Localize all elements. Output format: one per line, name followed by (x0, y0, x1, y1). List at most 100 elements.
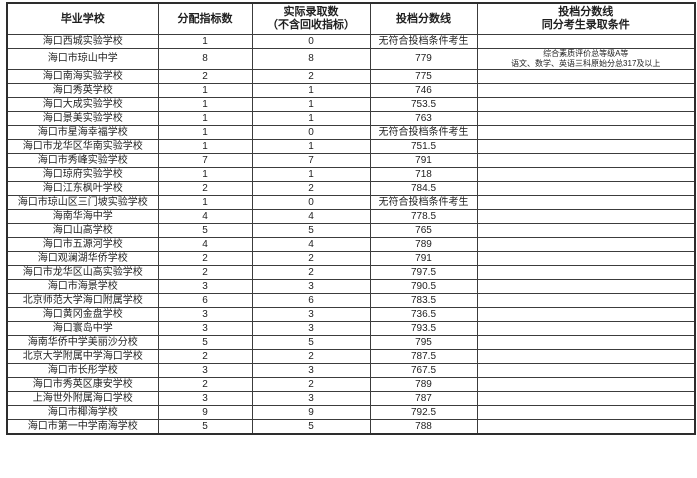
score-cell: 791 (369, 153, 478, 168)
school-cell: 海南华侨中学美丽沙分校 (6, 335, 159, 350)
school-cell: 海口琼府实验学校 (6, 167, 159, 182)
quota-cell: 2 (157, 349, 253, 364)
table-row: 海口山高学校 5 5 765 (6, 223, 696, 238)
actual-cell: 4 (251, 237, 371, 252)
quota-cell: 6 (157, 293, 253, 308)
table-row: 海口市秀峰实验学校 7 7 791 (6, 153, 696, 168)
score-cell: 793.5 (369, 321, 478, 336)
school-cell: 海口市长彤学校 (6, 363, 159, 378)
actual-cell: 5 (251, 223, 371, 238)
school-cell: 海口市龙华区山高实验学校 (6, 265, 159, 280)
condition-cell (476, 349, 696, 364)
score-cell: 787 (369, 391, 478, 406)
quota-cell: 3 (157, 307, 253, 322)
table-row: 海口江东枫叶学校 2 2 784.5 (6, 181, 696, 196)
table-row: 海口观澜湖华侨学校 2 2 791 (6, 251, 696, 266)
quota-cell: 7 (157, 153, 253, 168)
score-cell: 778.5 (369, 209, 478, 224)
quota-cell: 1 (157, 34, 253, 49)
table-row: 海口西城实验学校 1 0 无符合投档条件考生 (6, 34, 696, 49)
table-row: 海南华海中学 4 4 778.5 (6, 209, 696, 224)
score-cell: 795 (369, 335, 478, 350)
score-cell: 746 (369, 83, 478, 98)
condition-cell (476, 181, 696, 196)
actual-cell: 4 (251, 209, 371, 224)
header-line: 投档分数线 (558, 6, 614, 18)
quota-cell: 5 (157, 223, 253, 238)
quota-cell: 8 (157, 48, 253, 70)
condition-cell (476, 405, 696, 420)
actual-cell: 3 (251, 363, 371, 378)
school-cell: 北京大学附属中学海口学校 (6, 349, 159, 364)
quota-cell: 2 (157, 377, 253, 392)
actual-cell: 2 (251, 377, 371, 392)
table-row: 海口市琼山区三门坡实验学校 1 0 无符合投档条件考生 (6, 195, 696, 210)
quota-cell: 1 (157, 125, 253, 140)
col-header-score-line: 投档分数线 (369, 2, 478, 35)
actual-cell: 6 (251, 293, 371, 308)
table-row: 海口琼府实验学校 1 1 718 (6, 167, 696, 182)
quota-cell: 2 (157, 251, 253, 266)
condition-cell (476, 223, 696, 238)
quota-cell: 1 (157, 167, 253, 182)
school-cell: 海口大成实验学校 (6, 97, 159, 112)
table-row: 海口市秀英区康安学校 2 2 789 (6, 377, 696, 392)
condition-cell (476, 335, 696, 350)
school-cell: 海口黄冈金盘学校 (6, 307, 159, 322)
school-cell: 海口市秀峰实验学校 (6, 153, 159, 168)
actual-cell: 2 (251, 251, 371, 266)
actual-cell: 3 (251, 307, 371, 322)
score-cell: 767.5 (369, 363, 478, 378)
score-cell: 783.5 (369, 293, 478, 308)
actual-cell: 9 (251, 405, 371, 420)
actual-cell: 3 (251, 279, 371, 294)
condition-cell (476, 251, 696, 266)
header-line: 同分考生录取条件 (541, 19, 630, 31)
condition-cell (476, 167, 696, 182)
quota-cell: 1 (157, 111, 253, 126)
condition-cell (476, 34, 696, 49)
actual-cell: 1 (251, 111, 371, 126)
quota-cell: 2 (157, 181, 253, 196)
school-cell: 海口山高学校 (6, 223, 159, 238)
header-line: （不含回收指标） (267, 19, 355, 31)
table-row: 海口市五源河学校 4 4 789 (6, 237, 696, 252)
table-row: 海口景美实验学校 1 1 763 (6, 111, 696, 126)
col-header-school: 毕业学校 (6, 2, 159, 35)
condition-line: 综合素质评价总等级A等 (543, 49, 629, 59)
header-line: 分配指标数 (177, 12, 233, 25)
school-cell: 海口秀英学校 (6, 83, 159, 98)
table-row: 海口南海实验学校 2 2 775 (6, 69, 696, 84)
school-cell: 上海世外附属海口学校 (6, 391, 159, 406)
score-cell: 无符合投档条件考生 (369, 125, 478, 140)
condition-cell (476, 279, 696, 294)
quota-cell: 4 (157, 209, 253, 224)
condition-cell (476, 307, 696, 322)
actual-cell: 0 (251, 125, 371, 140)
actual-cell: 1 (251, 97, 371, 112)
actual-cell: 7 (251, 153, 371, 168)
table-row: 海口大成实验学校 1 1 753.5 (6, 97, 696, 112)
score-cell: 789 (369, 237, 478, 252)
quota-cell: 1 (157, 139, 253, 154)
actual-cell: 2 (251, 349, 371, 364)
condition-cell: 综合素质评价总等级A等 语文、数学、英语三科原始分总317及以上 (476, 48, 696, 70)
condition-cell (476, 391, 696, 406)
score-cell: 753.5 (369, 97, 478, 112)
quota-cell: 3 (157, 279, 253, 294)
quota-cell: 4 (157, 237, 253, 252)
school-cell: 海南华海中学 (6, 209, 159, 224)
actual-cell: 5 (251, 419, 371, 435)
actual-cell: 0 (251, 195, 371, 210)
actual-cell: 8 (251, 48, 371, 70)
table-row: 海南华侨中学美丽沙分校 5 5 795 (6, 335, 696, 350)
quota-cell: 2 (157, 265, 253, 280)
school-cell: 海口市琼山中学 (6, 48, 159, 70)
condition-cell (476, 265, 696, 280)
actual-cell: 3 (251, 391, 371, 406)
condition-cell (476, 321, 696, 336)
school-cell: 海口市海景学校 (6, 279, 159, 294)
table-row: 海口市第一中学南海学校 5 5 788 (6, 419, 696, 435)
table-row: 上海世外附属海口学校 3 3 787 (6, 391, 696, 406)
score-cell: 无符合投档条件考生 (369, 34, 478, 49)
